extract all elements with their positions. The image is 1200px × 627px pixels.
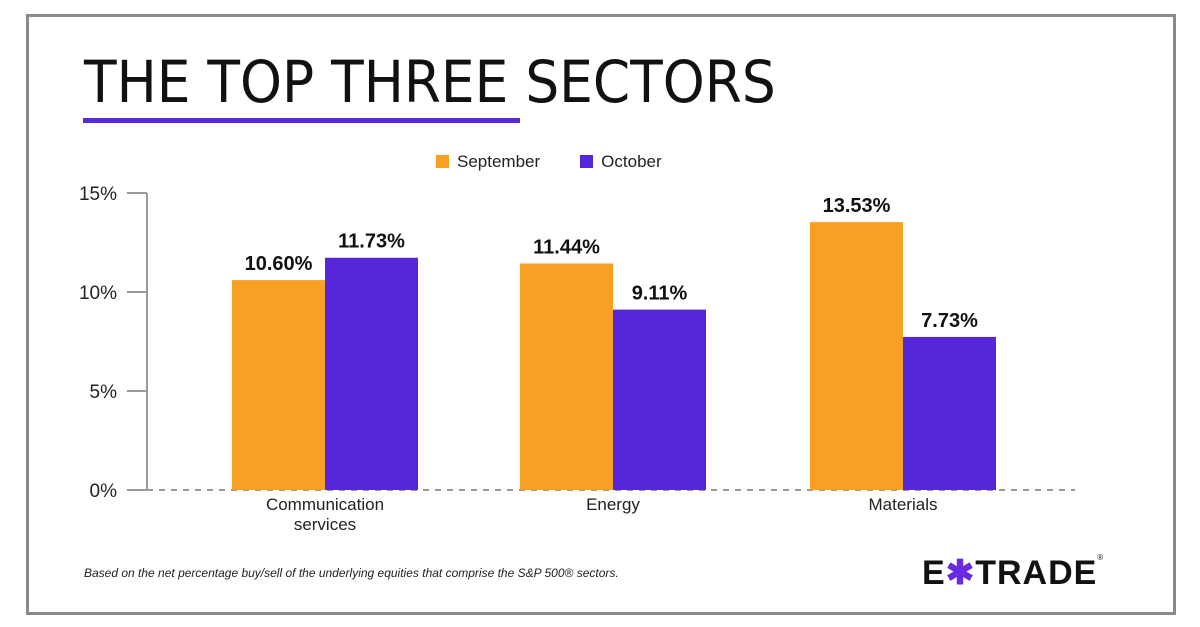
data-label: 13.53% bbox=[823, 195, 891, 217]
y-tick-label: 5% bbox=[90, 382, 118, 403]
bar-october bbox=[325, 257, 418, 490]
asterisk-icon: ✱ bbox=[945, 554, 976, 592]
image-frame bbox=[26, 14, 1176, 615]
bar-october bbox=[613, 309, 706, 490]
legend-item-september: September bbox=[436, 152, 540, 172]
data-label: 10.60% bbox=[245, 253, 313, 275]
bar-september bbox=[810, 222, 903, 490]
data-label: 9.11% bbox=[632, 283, 688, 305]
chart-title: THE TOP THREE SECTORS bbox=[84, 48, 776, 116]
data-label: 11.73% bbox=[338, 231, 405, 253]
bar-september bbox=[232, 280, 325, 490]
legend-label: September bbox=[457, 152, 541, 171]
y-tick-label: 0% bbox=[90, 481, 118, 502]
legend-swatch-september bbox=[436, 155, 449, 168]
data-label: 7.73% bbox=[921, 310, 978, 332]
x-tick-label: Energy bbox=[586, 495, 640, 514]
legend-item-october: October bbox=[580, 152, 662, 172]
etrade-logo: E✱TRADE® bbox=[922, 553, 1105, 592]
footnote: Based on the net percentage buy/sell of … bbox=[84, 566, 619, 580]
y-tick-label: 15% bbox=[79, 184, 117, 205]
bar-september bbox=[520, 263, 613, 490]
legend-label: October bbox=[601, 152, 662, 171]
legend-swatch-october bbox=[580, 155, 594, 168]
title-underline bbox=[83, 118, 520, 123]
legend: September October bbox=[436, 152, 662, 172]
data-label: 11.44% bbox=[533, 236, 600, 258]
y-tick-label: 10% bbox=[79, 283, 117, 304]
x-tick-label: services bbox=[294, 515, 356, 534]
x-tick-label: Materials bbox=[869, 495, 938, 514]
bar-october bbox=[903, 336, 996, 490]
x-tick-label: Communication bbox=[266, 495, 384, 514]
